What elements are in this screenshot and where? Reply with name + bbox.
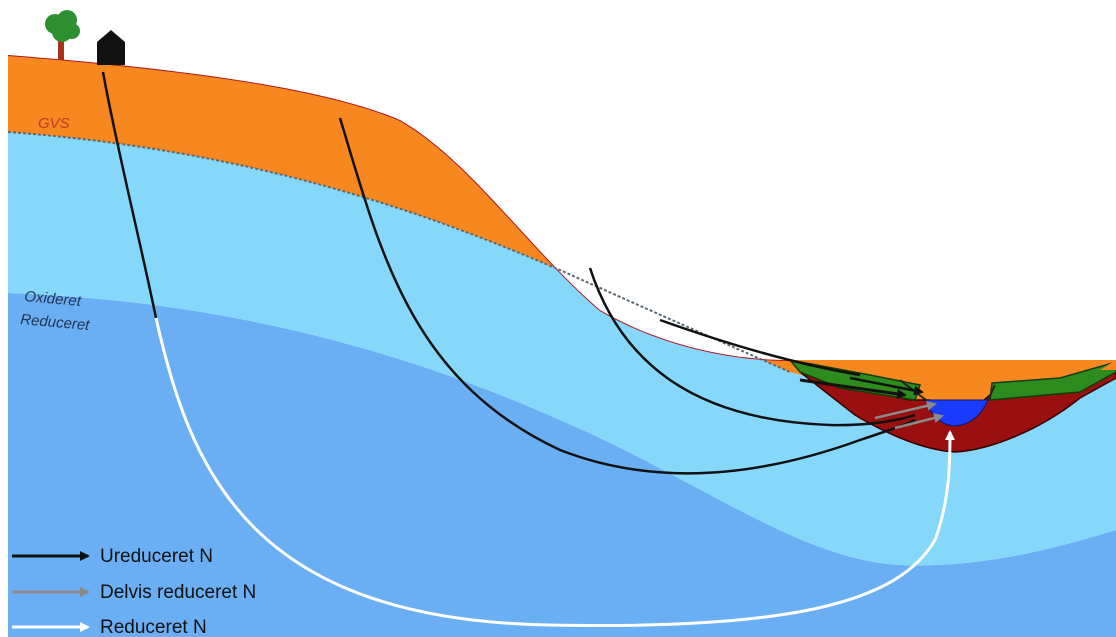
reduced-zone-label: Reduceret xyxy=(20,311,91,334)
oxidized-zone-label: Oxideret xyxy=(24,288,83,310)
reduced-zone xyxy=(8,293,1116,637)
flow-line-reduced xyxy=(154,317,955,627)
house-icon xyxy=(97,30,125,65)
legend-label-reduced: Reduceret N xyxy=(100,617,207,637)
legend: Ureduceret N Delvis reduceret N Reducere… xyxy=(12,546,256,637)
legend-label-unreduced: Ureduceret N xyxy=(100,546,213,567)
flow-line-unreduced-1 xyxy=(101,71,158,319)
flow-line-unreduced-2 xyxy=(338,117,916,475)
legend-item-unreduced: Ureduceret N xyxy=(12,546,213,567)
stream-bank-right xyxy=(987,384,996,401)
oxidized-zone xyxy=(8,132,1116,566)
topsoil-right xyxy=(1100,360,1116,370)
legend-item-partly-reduced: Delvis reduceret N xyxy=(12,582,256,603)
flow-arrow-unreduced-1 xyxy=(799,378,907,399)
flow-line-unreduced-3 xyxy=(588,267,916,427)
legend-label-partly-reduced: Delvis reduceret N xyxy=(100,582,256,603)
flow-arrow-partly-reduced-2 xyxy=(894,413,944,430)
tree-icon xyxy=(45,10,80,60)
legend-item-reduced: Reduceret N xyxy=(12,617,207,637)
gvs-label: GVS xyxy=(38,115,70,132)
flow-line-unreduced-4 xyxy=(659,318,861,377)
flow-arrow-partly-reduced-1 xyxy=(874,400,937,420)
flow-arrow-unreduced-2 xyxy=(849,376,924,396)
riparian-vegetation-right xyxy=(989,361,1116,401)
topsoil-layer xyxy=(8,55,1116,445)
sky xyxy=(8,0,1116,360)
